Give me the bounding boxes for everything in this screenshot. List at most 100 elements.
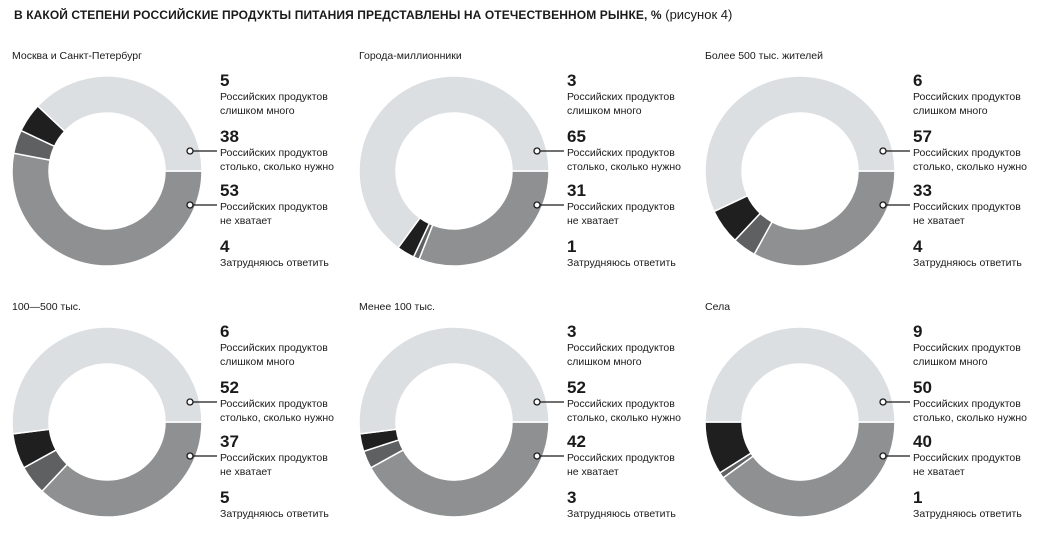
donut-slice-as-needed: [358, 326, 550, 435]
legend-entry-hard-to-say: 3 Затрудняюсь ответить: [567, 489, 676, 521]
legend-entry-too-many: 9 Российских продуктов слишком много: [913, 323, 1021, 369]
category-label: слишком много: [913, 105, 988, 117]
legend-entry-as-needed: 57 Российских продуктов столько, сколько н…: [913, 128, 1027, 174]
legend-entry-hard-to-say: 1 Затрудняюсь ответить: [567, 238, 676, 270]
value-label: 65: [567, 127, 586, 146]
category-label: не хватает: [913, 215, 965, 227]
connector-dot: [533, 147, 541, 155]
panel-title: 100—500 тыс.: [12, 301, 81, 313]
category-label: столько, сколько нужно: [220, 161, 334, 173]
panel-title: Города-миллионники: [359, 50, 462, 62]
connector-dot: [186, 452, 194, 460]
category-label: не хватает: [220, 466, 272, 478]
category-label: Российских продуктов: [567, 452, 675, 464]
legend-entry-hard-to-say: 1 Затрудняюсь ответить: [913, 489, 1022, 521]
donut-panel: Москва и Санкт-Петербург 5 Российских прод…: [11, 50, 357, 295]
category-label: не хватает: [567, 466, 619, 478]
legend-entry-too-many: 3 Российских продуктов слишком много: [567, 323, 675, 369]
donut-slice-not-enough: [418, 170, 550, 267]
category-label: Российских продуктов: [913, 398, 1021, 410]
value-label: 38: [220, 127, 239, 146]
legend-entry-not-enough: 40 Российских продуктов не хватает: [913, 433, 1021, 479]
value-label: 52: [220, 378, 239, 397]
legend-entry-not-enough: 42 Российских продуктов не хватает: [567, 433, 675, 479]
value-label: 33: [913, 181, 932, 200]
donut-slice-as-needed: [11, 326, 203, 435]
category-label: Российских продуктов: [220, 398, 328, 410]
legend-entry-too-many: 6 Российских продуктов слишком много: [220, 323, 328, 369]
value-label: 6: [913, 71, 923, 90]
category-label: Российских продуктов: [567, 147, 675, 159]
value-label: 52: [567, 378, 586, 397]
category-label: Российских продуктов: [567, 91, 675, 103]
value-label: 1: [913, 488, 923, 507]
legend-entry-as-needed: 52 Российских продуктов столько, сколько н…: [567, 379, 681, 425]
connector-dot: [186, 398, 194, 406]
donut-slice-as-needed: [358, 75, 550, 249]
donut-slice-not-enough: [722, 421, 896, 518]
legend-entry-as-needed: 65 Российских продуктов столько, сколько н…: [567, 128, 681, 174]
category-label: Затрудняюсь ответить: [913, 508, 1022, 520]
connector-dot: [879, 398, 887, 406]
category-label: столько, сколько нужно: [913, 161, 1027, 173]
donut-chart: [704, 75, 910, 267]
donut-chart: [358, 326, 564, 518]
value-label: 3: [567, 71, 577, 90]
legend-entry-not-enough: 33 Российских продуктов не хватает: [913, 182, 1021, 228]
donut-panel: 100—500 тыс. 6 Российских продуктов слишком…: [11, 301, 357, 546]
donut-panel: Менее 100 тыс. 3 Российских продуктов слишк…: [358, 301, 704, 546]
value-label: 37: [220, 432, 239, 451]
donut-slice-not-enough: [369, 421, 550, 518]
category-label: не хватает: [220, 215, 272, 227]
chart-title-main: В КАКОЙ СТЕПЕНИ РОССИЙСКИЕ ПРОДУКТЫ ПИТА…: [14, 8, 662, 22]
category-label: Затрудняюсь ответить: [913, 257, 1022, 269]
category-label: Российских продуктов: [913, 452, 1021, 464]
legend-entry-hard-to-say: 4 Затрудняюсь ответить: [220, 238, 329, 270]
connector-dot: [879, 147, 887, 155]
legend-entry-too-many: 3 Российских продуктов слишком много: [567, 72, 675, 118]
panel-title: Села: [705, 301, 731, 313]
value-label: 4: [913, 237, 923, 256]
chart-title: В КАКОЙ СТЕПЕНИ РОССИЙСКИЕ ПРОДУКТЫ ПИТА…: [14, 7, 732, 22]
panel-title: Более 500 тыс. жителей: [705, 50, 824, 62]
donut-slice-not-enough: [40, 421, 203, 518]
connector-dot: [186, 147, 194, 155]
donut-chart: [11, 326, 217, 518]
category-label: столько, сколько нужно: [913, 412, 1027, 424]
category-label: Российских продуктов: [913, 342, 1021, 354]
value-label: 57: [913, 127, 932, 146]
value-label: 3: [567, 488, 577, 507]
value-label: 5: [220, 71, 230, 90]
legend-entry-not-enough: 53 Российских продуктов не хватает: [220, 182, 328, 228]
donut-panel: Города-миллионники 3 Российских продуктов с…: [358, 50, 704, 295]
legend-entry-as-needed: 38 Российских продуктов столько, сколько н…: [220, 128, 334, 174]
category-label: не хватает: [913, 466, 965, 478]
category-label: Затрудняюсь ответить: [567, 508, 676, 520]
legend-entry-too-many: 6 Российских продуктов слишком много: [913, 72, 1021, 118]
donut-slice-as-needed: [704, 326, 896, 423]
category-label: слишком много: [913, 356, 988, 368]
category-label: слишком много: [567, 105, 642, 117]
category-label: слишком много: [567, 356, 642, 368]
category-label: Затрудняюсь ответить: [220, 508, 329, 520]
donut-panel: Села 9 Российских продуктов слишком много 50…: [704, 301, 1050, 546]
connector-dot: [533, 452, 541, 460]
category-label: Российских продуктов: [913, 201, 1021, 213]
legend-entry-as-needed: 50 Российских продуктов столько, сколько н…: [913, 379, 1027, 425]
value-label: 6: [220, 322, 230, 341]
legend-entry-not-enough: 37 Российских продуктов не хватает: [220, 433, 328, 479]
category-label: слишком много: [220, 105, 295, 117]
value-label: 4: [220, 237, 230, 256]
category-label: Российских продуктов: [220, 342, 328, 354]
category-label: Российских продуктов: [220, 452, 328, 464]
chart-title-figure-ref: (рисунок 4): [665, 7, 733, 22]
category-label: столько, сколько нужно: [567, 412, 681, 424]
value-label: 53: [220, 181, 239, 200]
legend-entry-not-enough: 31 Российских продуктов не хватает: [567, 182, 675, 228]
value-label: 9: [913, 322, 923, 341]
connector-dot: [879, 201, 887, 209]
value-label: 1: [567, 237, 577, 256]
donut-slice-not-enough: [11, 152, 203, 267]
connector-dot: [533, 201, 541, 209]
category-label: Российских продуктов: [913, 91, 1021, 103]
